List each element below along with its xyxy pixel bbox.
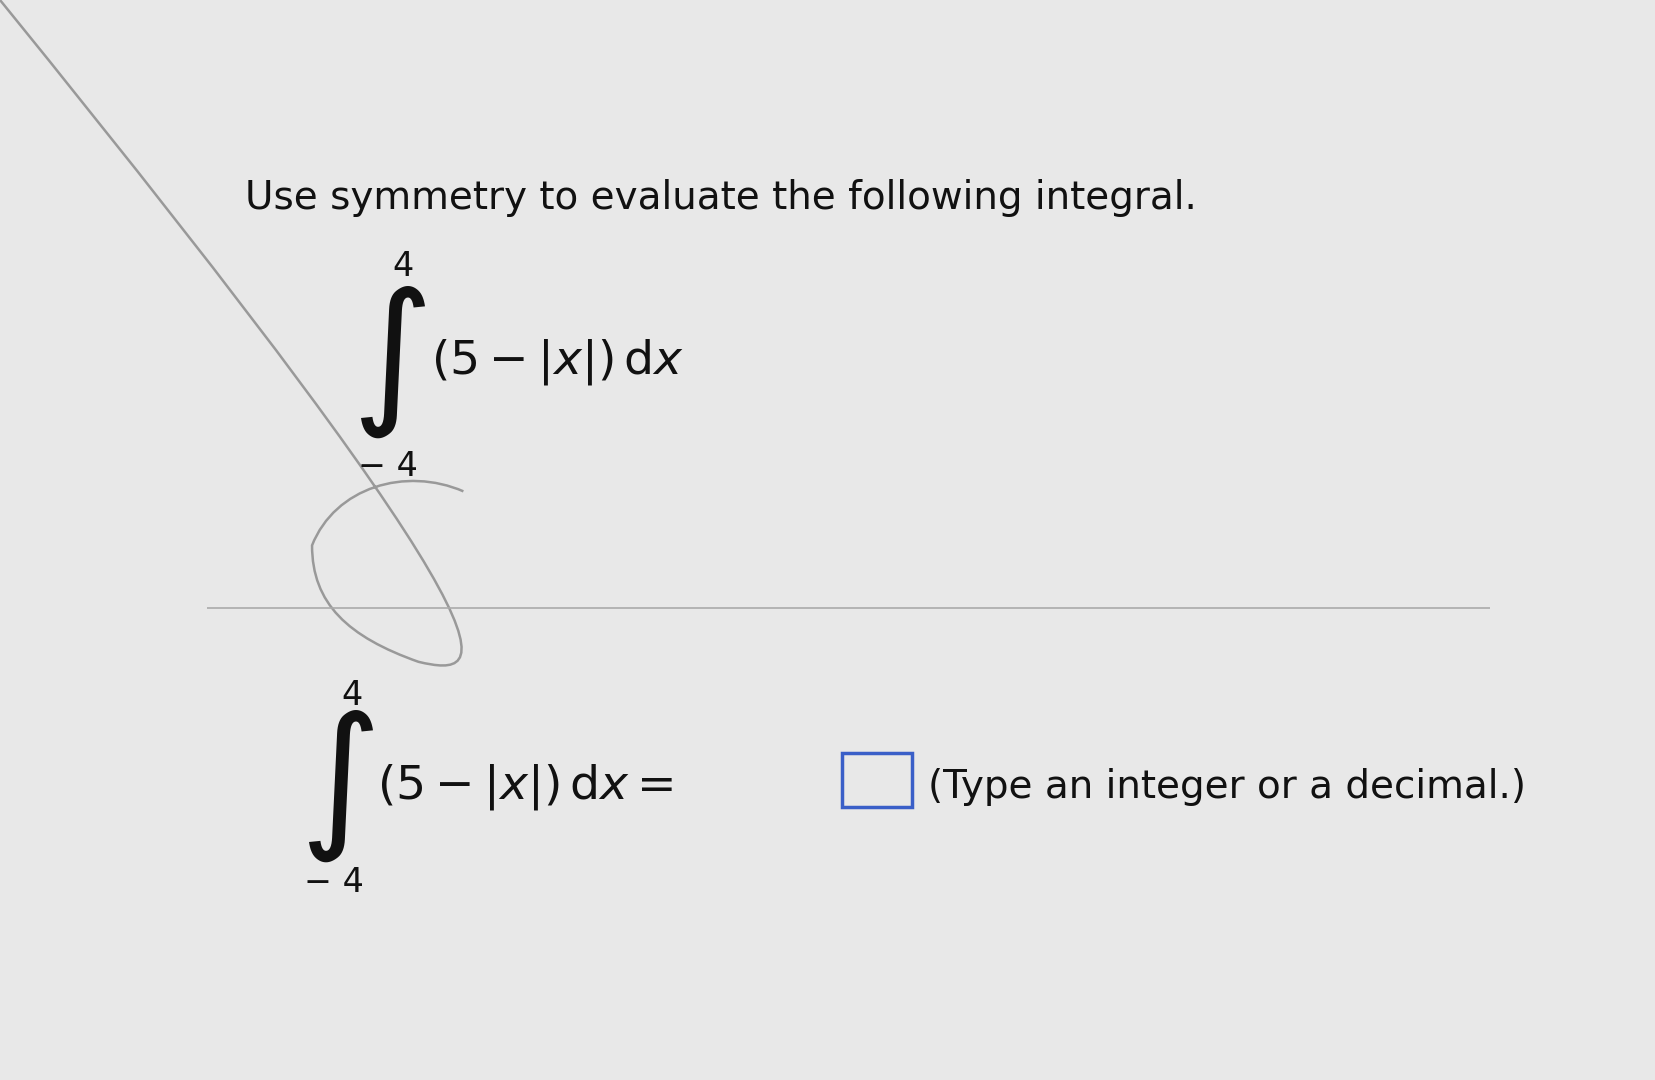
Text: 4: 4 <box>392 251 414 283</box>
Text: − 4: − 4 <box>305 865 364 899</box>
Text: − 4: − 4 <box>357 449 419 483</box>
Text: Use symmetry to evaluate the following integral.: Use symmetry to evaluate the following i… <box>245 179 1197 217</box>
Text: $(5-|x|)\,\mathrm{d}x =$: $(5-|x|)\,\mathrm{d}x =$ <box>377 761 674 811</box>
Text: $(5-|x|)\,\mathrm{d}x$: $(5-|x|)\,\mathrm{d}x$ <box>432 337 684 388</box>
Text: (Type an integer or a decimal.): (Type an integer or a decimal.) <box>928 768 1526 806</box>
Text: 4: 4 <box>341 678 362 712</box>
FancyBboxPatch shape <box>842 754 912 808</box>
Text: $\int$: $\int$ <box>300 708 374 864</box>
Text: $\int$: $\int$ <box>351 285 425 441</box>
